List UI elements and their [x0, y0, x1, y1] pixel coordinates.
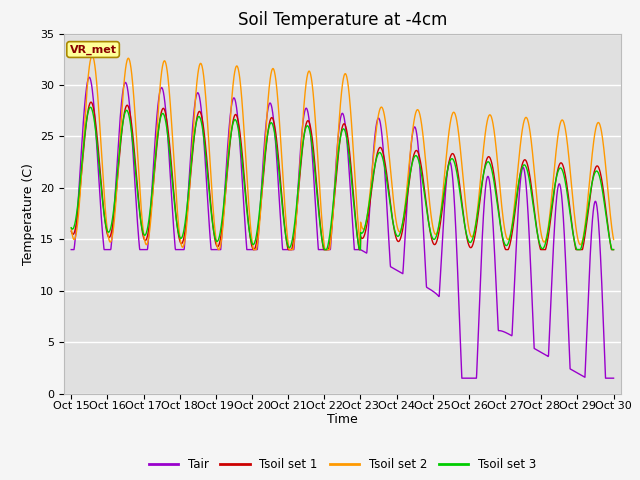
- Text: VR_met: VR_met: [70, 44, 116, 55]
- Legend: Tair, Tsoil set 1, Tsoil set 2, Tsoil set 3: Tair, Tsoil set 1, Tsoil set 2, Tsoil se…: [144, 454, 541, 476]
- Title: Soil Temperature at -4cm: Soil Temperature at -4cm: [237, 11, 447, 29]
- Y-axis label: Temperature (C): Temperature (C): [22, 163, 35, 264]
- X-axis label: Time: Time: [327, 413, 358, 426]
